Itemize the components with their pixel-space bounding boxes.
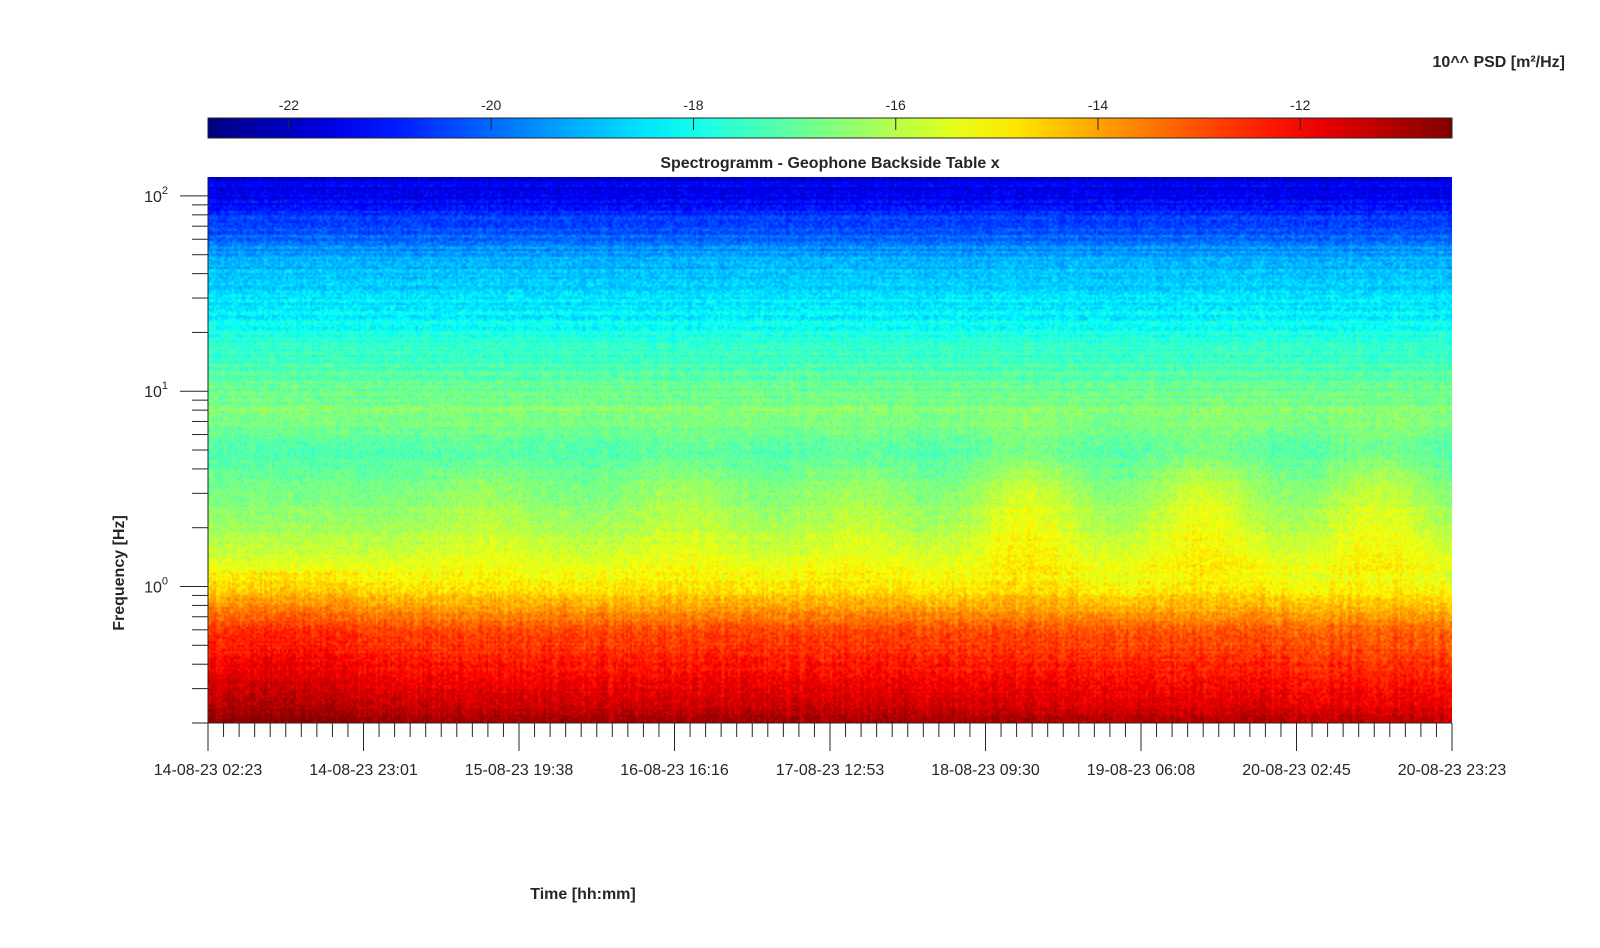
x-tick-label: 20-08-23 02:45 bbox=[1242, 762, 1351, 779]
colorbar-label: 10^^ PSD [m²/Hz] bbox=[1433, 54, 1565, 71]
x-tick-label: 15-08-23 19:38 bbox=[465, 762, 574, 779]
colorbar-gradient bbox=[208, 118, 1452, 138]
colorbar-tick-label: -16 bbox=[886, 97, 906, 113]
colorbar-frame bbox=[207, 117, 1453, 139]
x-tick-label: 16-08-23 16:16 bbox=[620, 762, 729, 779]
x-tick-label: 19-08-23 06:08 bbox=[1087, 762, 1196, 779]
colorbar-tick-label: -20 bbox=[481, 97, 501, 113]
x-tick-label: 14-08-23 23:01 bbox=[309, 762, 418, 779]
x-tick-label: 20-08-23 23:23 bbox=[1398, 762, 1507, 779]
x-axis: 14-08-23 02:23 14-08-23 23:01 15-08-23 19:… bbox=[154, 722, 1507, 779]
x-tick-label: 14-08-23 02:23 bbox=[154, 762, 263, 779]
colorbar: -22 -20 -18 -16 -14 -12 10^^ PSD [m²/Hz] bbox=[207, 54, 1565, 139]
spectrogram-heatmap bbox=[208, 177, 1452, 723]
y-axis-label: Frequency [Hz] bbox=[111, 515, 128, 631]
plot-area bbox=[208, 177, 1452, 723]
y-tick-label: 101 bbox=[144, 380, 168, 401]
x-tick-label: 18-08-23 09:30 bbox=[931, 762, 1040, 779]
x-tick-label: 17-08-23 12:53 bbox=[776, 762, 885, 779]
chart-title: Spectrogramm - Geophone Backside Table x bbox=[660, 155, 999, 172]
colorbar-tick-label: -22 bbox=[279, 97, 299, 113]
colorbar-tick-label: -12 bbox=[1290, 97, 1310, 113]
y-axis: 100 101 102 bbox=[144, 177, 209, 724]
colorbar-tick-label: -14 bbox=[1088, 97, 1108, 113]
colorbar-tick-label: -18 bbox=[683, 97, 703, 113]
y-tick-label: 102 bbox=[144, 185, 168, 206]
x-axis-label: Time [hh:mm] bbox=[530, 886, 635, 903]
y-tick-label: 100 bbox=[144, 576, 168, 597]
